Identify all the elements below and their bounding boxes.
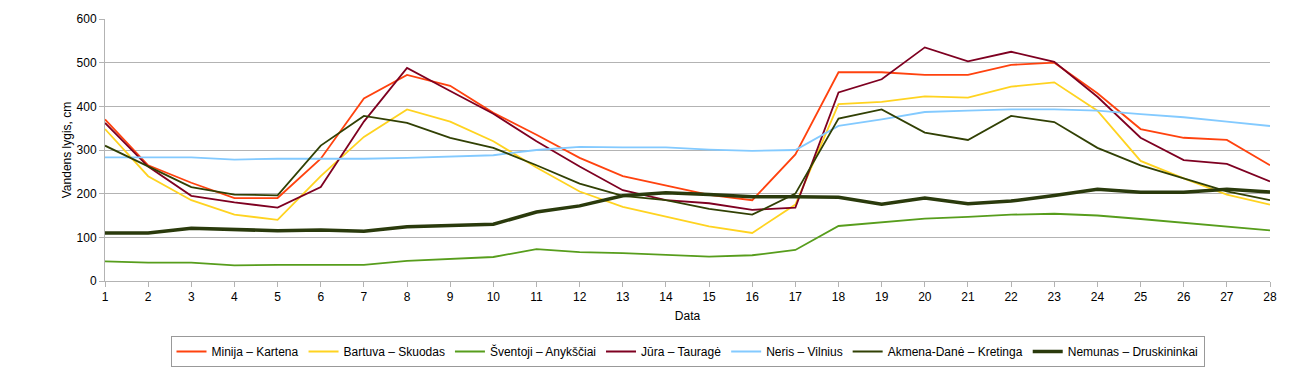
svg-text:12: 12: [573, 290, 587, 304]
svg-text:Data: Data: [675, 309, 701, 323]
svg-text:15: 15: [702, 290, 716, 304]
svg-text:22: 22: [1004, 290, 1018, 304]
svg-text:9: 9: [447, 290, 454, 304]
svg-text:5: 5: [274, 290, 281, 304]
svg-text:7: 7: [361, 290, 368, 304]
svg-text:Neris – Vilnius: Neris – Vilnius: [766, 345, 842, 359]
svg-text:10: 10: [487, 290, 501, 304]
svg-text:Šventoji – Anykščiai: Šventoji – Anykščiai: [490, 344, 596, 359]
svg-text:26: 26: [1177, 290, 1191, 304]
svg-text:100: 100: [77, 231, 97, 245]
svg-text:Bartuva – Skuodas: Bartuva – Skuodas: [344, 345, 445, 359]
svg-text:24: 24: [1091, 290, 1105, 304]
svg-text:3: 3: [188, 290, 195, 304]
svg-text:17: 17: [789, 290, 803, 304]
svg-text:14: 14: [659, 290, 673, 304]
svg-text:23: 23: [1048, 290, 1062, 304]
svg-text:Minija – Kartena: Minija – Kartena: [212, 345, 299, 359]
svg-text:6: 6: [317, 290, 324, 304]
svg-text:500: 500: [77, 56, 97, 70]
svg-text:13: 13: [616, 290, 630, 304]
svg-text:11: 11: [530, 290, 543, 304]
svg-text:4: 4: [231, 290, 238, 304]
svg-text:25: 25: [1134, 290, 1148, 304]
svg-text:Akmena-Danė – Kretinga: Akmena-Danė – Kretinga: [888, 345, 1023, 359]
svg-text:20: 20: [918, 290, 932, 304]
svg-text:400: 400: [77, 100, 97, 114]
svg-text:Nemunas – Druskininkai: Nemunas – Druskininkai: [1068, 345, 1198, 359]
svg-text:21: 21: [961, 290, 975, 304]
svg-text:200: 200: [77, 187, 97, 201]
svg-text:600: 600: [77, 12, 97, 26]
svg-text:28: 28: [1263, 290, 1277, 304]
svg-text:0: 0: [90, 274, 97, 288]
svg-text:18: 18: [832, 290, 846, 304]
svg-text:19: 19: [875, 290, 889, 304]
svg-text:Jūra – Tauragė: Jūra – Tauragė: [641, 345, 721, 359]
svg-text:Vandens lygis, cm: Vandens lygis, cm: [60, 102, 74, 199]
svg-text:27: 27: [1220, 290, 1234, 304]
svg-text:300: 300: [77, 143, 97, 157]
svg-text:8: 8: [404, 290, 411, 304]
svg-text:16: 16: [746, 290, 760, 304]
svg-text:2: 2: [145, 290, 152, 304]
svg-text:1: 1: [102, 290, 109, 304]
